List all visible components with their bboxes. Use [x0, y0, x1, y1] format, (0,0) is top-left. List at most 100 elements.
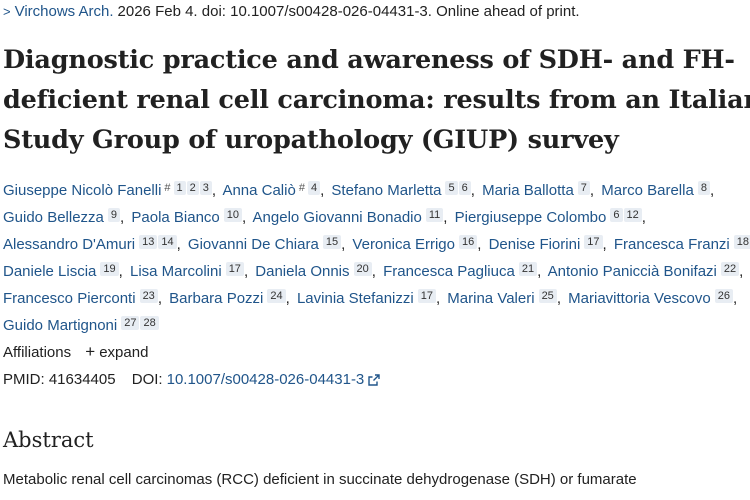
affiliation-ref-link[interactable]: 20 [353, 262, 372, 276]
affiliation-ref-link[interactable]: 17 [584, 235, 603, 249]
author-name-link[interactable]: Marco Barella [601, 182, 694, 199]
author-name-link[interactable]: Lavinia Stefanizzi [296, 290, 414, 307]
affiliation-ref-link[interactable]: 21 [518, 262, 538, 276]
author-separator: , [589, 182, 595, 199]
author-affiliation-refs: 20 [353, 262, 372, 276]
author-affiliation-refs: #1 2 3 [164, 181, 212, 195]
author-name-link[interactable]: Francesca Franzi [613, 236, 730, 253]
author-separator: , [285, 290, 290, 307]
author-affiliation-refs: 17 [225, 262, 244, 276]
author-name-link[interactable]: Paola Bianco [131, 209, 220, 226]
author-name-link[interactable]: Daniela Onnis [255, 263, 350, 280]
author-name-link[interactable]: Guido Bellezza [3, 209, 104, 226]
affiliation-ref-link[interactable]: 4 [307, 181, 321, 195]
author-separator: , [443, 209, 448, 226]
author-name-link[interactable]: Veronica Errigo [352, 236, 455, 253]
author-name-link[interactable]: Denise Fiorini [488, 236, 581, 253]
author-item: Lavinia Stefanizzi 17 [296, 289, 436, 307]
pmid-label: PMID: [3, 371, 45, 388]
author-separator: , [341, 236, 346, 253]
author-separator: , [739, 263, 744, 280]
abstract-heading: Abstract [3, 428, 94, 452]
author-separator: , [211, 182, 217, 199]
equal-contribution-mark: # [164, 182, 171, 194]
author-name-link[interactable]: Maria Ballotta [482, 182, 574, 199]
author-item: Angelo Giovanni Bonadio 11 [252, 208, 444, 226]
author-name-link[interactable]: Guido Martignoni [3, 317, 118, 334]
author-name-link[interactable]: Anna Caliò [222, 182, 296, 199]
author-name-link[interactable]: Mariavittoria Vescovo [568, 290, 711, 307]
affiliation-ref-link[interactable]: 10 [223, 208, 243, 222]
affiliation-ref-link[interactable]: 19 [100, 262, 119, 276]
author-separator: , [602, 236, 607, 253]
affiliation-ref-link[interactable]: 11 [425, 208, 444, 222]
affiliation-ref-link[interactable]: 9 [107, 208, 121, 222]
doi-value: 10.1007/s00428-026-04431-3 [166, 371, 365, 388]
author-item: Francesca Franzi 18 [613, 235, 750, 253]
author-name-link[interactable]: Francesca Pagliuca [383, 263, 515, 280]
author-item: Alessandro D'Amuri 13 14 [3, 235, 177, 253]
affiliation-ref-link[interactable]: 13 [139, 235, 158, 249]
author-separator: , [118, 263, 123, 280]
author-item: Daniela Onnis 20 [255, 262, 372, 280]
affiliation-ref-link[interactable]: 14 [158, 235, 177, 249]
affiliation-ref-link[interactable]: 5 [445, 181, 458, 195]
citation-line: > Virchows Arch. 2026 Feb 4. doi: 10.1007/… [3, 3, 580, 20]
author-affiliation-refs: #4 [299, 181, 321, 195]
author-affiliation-refs: 8 [697, 181, 710, 195]
doi-label: DOI: [131, 371, 163, 388]
affiliation-ref-link[interactable]: 6 [610, 208, 623, 222]
author-name-link[interactable]: Lisa Marcolini [129, 263, 222, 280]
journal-link[interactable]: Virchows Arch. [14, 3, 114, 20]
affiliation-ref-link[interactable]: 22 [720, 262, 740, 276]
author-affiliation-refs: 25 [538, 289, 557, 303]
author-name-link[interactable]: Antonio Paniccià Bonifazi [547, 263, 717, 280]
affiliation-ref-link[interactable]: 8 [697, 181, 710, 195]
author-separator: , [732, 290, 738, 307]
author-item: Piergiuseppe Colombo 6 12 [454, 208, 642, 226]
author-separator: , [320, 182, 325, 199]
author-name-link[interactable]: Stefano Marletta [331, 182, 442, 199]
affiliation-ref-link[interactable]: 27 [121, 316, 140, 330]
expand-affiliations-button[interactable]: + expand [85, 342, 148, 361]
affiliation-ref-link[interactable]: 24 [267, 289, 286, 303]
affiliation-ref-link[interactable]: 28 [140, 316, 159, 330]
author-item: Barbara Pozzi 24 [169, 289, 286, 307]
affiliations-row: Affiliations + expand [3, 342, 148, 362]
author-name-link[interactable]: Francesco Pierconti [3, 290, 136, 307]
author-name-link[interactable]: Angelo Giovanni Bonadio [252, 209, 422, 226]
author-item: Guido Martignoni 27 28 [3, 316, 159, 334]
author-separator: , [243, 263, 249, 280]
author-name-link[interactable]: Marina Valeri [447, 290, 535, 307]
affiliation-ref-link[interactable]: 12 [623, 208, 642, 222]
affiliation-ref-link[interactable]: 1 [173, 181, 186, 195]
affiliation-ref-link[interactable]: 15 [322, 235, 342, 249]
doi-link[interactable]: 10.1007/s00428-026-04431-3 [167, 371, 381, 388]
affiliation-ref-link[interactable]: 16 [458, 235, 478, 249]
author-affiliation-refs: 10 [223, 208, 243, 222]
author-name-link[interactable]: Barbara Pozzi [169, 290, 264, 307]
affiliation-ref-link[interactable]: 17 [225, 262, 244, 276]
affiliation-ref-link[interactable]: 25 [538, 289, 557, 303]
affiliation-ref-link[interactable]: 17 [417, 289, 436, 303]
author-name-link[interactable]: Daniele Liscia [3, 263, 97, 280]
author-name-link[interactable]: Piergiuseppe Colombo [454, 209, 607, 226]
author-item: Francesco Pierconti 23 [3, 289, 158, 307]
affiliation-ref-link[interactable]: 7 [577, 181, 590, 195]
chevron-right-icon: > [3, 4, 11, 19]
author-name-link[interactable]: Giuseppe Nicolò Fanelli [3, 182, 162, 199]
author-separator: , [242, 209, 247, 226]
affiliation-ref-link[interactable]: 3 [199, 181, 212, 195]
affiliation-ref-link[interactable]: 6 [458, 181, 471, 195]
author-item: Anna Caliò #4 [222, 181, 321, 199]
affiliation-ref-link[interactable]: 26 [714, 289, 733, 303]
author-affiliation-refs: 24 [266, 289, 286, 303]
author-item: Maria Ballotta 7 [482, 181, 590, 199]
affiliation-ref-link[interactable]: 23 [139, 289, 158, 303]
author-item: Marco Barella 8 [601, 181, 710, 199]
affiliation-ref-link[interactable]: 2 [186, 181, 199, 195]
author-name-link[interactable]: Giovanni De Chiara [187, 236, 319, 253]
author-name-link[interactable]: Alessandro D'Amuri [3, 236, 136, 253]
affiliation-ref-link[interactable]: 18 [733, 235, 750, 249]
author-item: Guido Bellezza 9 [3, 208, 121, 226]
